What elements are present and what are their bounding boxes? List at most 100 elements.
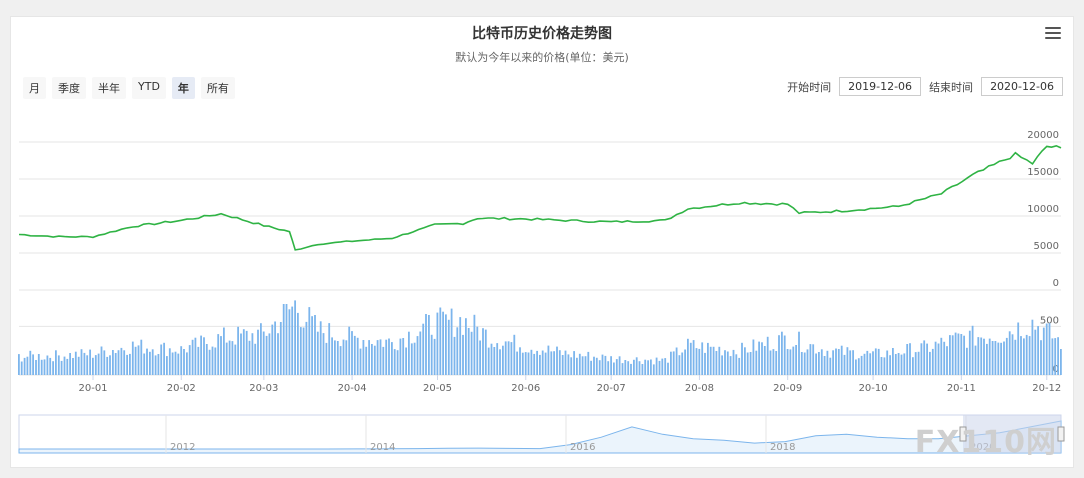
volume-bar	[129, 353, 131, 375]
start-date-label: 开始时间	[787, 80, 832, 94]
volume-bar	[541, 350, 544, 375]
volume-bar	[311, 316, 313, 375]
x-tick-label: 20-07	[597, 383, 626, 394]
volume-bar	[940, 337, 943, 375]
volume-bar	[820, 349, 823, 375]
volume-bar	[314, 315, 316, 375]
volume-bar	[553, 351, 555, 375]
volume-bar	[416, 336, 419, 375]
volume-bar	[74, 351, 77, 375]
volume-bar	[257, 329, 259, 375]
volume-bar	[874, 348, 877, 375]
range-button-ytd[interactable]: YTD	[132, 77, 166, 99]
x-tick-label: 20-04	[338, 383, 367, 394]
range-button-half-year[interactable]: 半年	[92, 77, 126, 99]
volume-bar	[408, 331, 410, 375]
volume-bar	[356, 337, 359, 375]
hamburger-menu-icon[interactable]	[1045, 27, 1061, 41]
volume-bar	[20, 361, 23, 375]
volume-bar	[943, 341, 946, 375]
volume-bar	[516, 351, 518, 375]
volume-bar	[595, 357, 598, 375]
volume-bar	[698, 348, 701, 375]
volume-bar	[228, 340, 231, 375]
volume-bar	[883, 357, 886, 375]
volume-bar	[66, 358, 69, 375]
volume-bar	[134, 346, 137, 375]
start-date-input[interactable]: 2019-12-06	[839, 77, 922, 96]
volume-bar	[957, 333, 960, 375]
volume-bar	[587, 351, 590, 375]
volume-bar	[547, 345, 550, 375]
volume-bar	[319, 321, 322, 375]
volume-bar	[211, 346, 214, 375]
volume-bar	[205, 344, 208, 375]
volume-bar	[843, 354, 846, 375]
volume-bar	[815, 353, 817, 375]
end-date-input[interactable]: 2020-12-06	[981, 77, 1063, 96]
volume-bar	[539, 354, 541, 375]
volume-bar	[832, 350, 834, 375]
navigator-year-label: 2018	[770, 442, 795, 453]
range-button-month[interactable]: 月	[23, 77, 46, 99]
x-tick-label: 20-10	[859, 383, 888, 394]
navigator-selection-mask	[963, 415, 1061, 453]
volume-bar	[550, 351, 553, 375]
volume-bar	[556, 346, 558, 375]
volume-bar	[294, 300, 296, 375]
volume-bar	[766, 336, 769, 375]
volume-bar	[951, 335, 954, 375]
volume-bar	[83, 352, 86, 375]
volume-bar	[593, 356, 595, 375]
volume-bar	[835, 348, 837, 375]
volume-bar	[795, 345, 797, 375]
volume-bar	[997, 342, 1000, 375]
volume-bar	[217, 334, 220, 375]
volume-bar	[607, 361, 610, 375]
volume-bar	[177, 353, 180, 375]
volume-bar	[459, 317, 462, 375]
volume-bar	[100, 346, 103, 375]
volume-bar	[923, 340, 926, 375]
volume-bar	[362, 340, 365, 375]
volume-bar	[137, 345, 140, 375]
volume-bar	[897, 353, 900, 375]
volume-bar	[57, 355, 60, 375]
price-y-tick-label: 0	[1053, 278, 1059, 289]
volume-bar	[305, 321, 308, 375]
volume-bar	[140, 339, 143, 375]
price-y-tick-label: 20000	[1027, 130, 1059, 141]
volume-bar	[248, 340, 251, 375]
volume-bar	[467, 328, 470, 375]
volume-bar	[1051, 338, 1054, 375]
volume-bar	[578, 353, 581, 375]
volume-bar	[1028, 336, 1031, 375]
range-button-all[interactable]: 所有	[200, 77, 235, 99]
volume-bar	[704, 352, 706, 375]
volume-bar	[297, 312, 299, 375]
volume-bar	[763, 346, 766, 375]
volume-bar	[641, 364, 644, 375]
volume-bar	[502, 345, 504, 375]
volume-bar	[1034, 329, 1037, 375]
volume-bar	[513, 334, 516, 375]
volume-bar	[519, 347, 521, 375]
volume-bar	[937, 343, 940, 375]
range-button-year[interactable]: 年	[171, 77, 195, 99]
volume-bar	[371, 344, 373, 375]
range-button-quarter[interactable]: 季度	[52, 77, 86, 99]
volume-bar	[479, 340, 481, 375]
volume-bar	[26, 356, 29, 375]
volume-bar	[180, 346, 183, 375]
volume-bar	[302, 327, 305, 375]
volume-bar	[1042, 327, 1045, 375]
volume-bar	[661, 358, 664, 375]
volume-bar	[840, 345, 843, 375]
end-date-label: 结束时间	[929, 80, 974, 94]
volume-bar	[151, 349, 154, 375]
price-y-tick-label: 5000	[1034, 241, 1059, 252]
volume-bar	[894, 354, 897, 375]
volume-bar	[120, 347, 123, 375]
volume-bar	[675, 347, 678, 375]
volume-bar	[186, 352, 188, 375]
